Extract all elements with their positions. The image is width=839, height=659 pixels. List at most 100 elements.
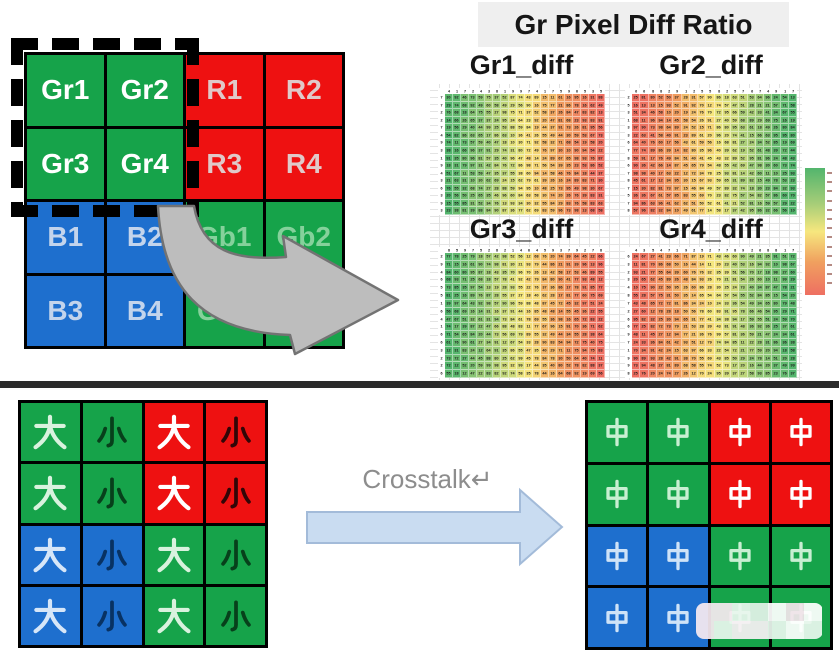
heatmap-col-header: 7	[714, 247, 723, 253]
heatmap-cell: 15	[632, 184, 641, 193]
heatmap-cell: 84	[541, 276, 549, 285]
heatmap-cell: 52	[747, 292, 756, 300]
heatmap-cell: 71	[589, 323, 597, 332]
heatmap-cell: 97	[549, 146, 557, 155]
heatmap-cell: 11	[565, 346, 573, 355]
crosstalk-label: Crosstalk↵	[362, 463, 493, 494]
heatmap-cell: 66	[453, 116, 461, 125]
char-zhong-icon	[602, 541, 632, 571]
sensor-cell-label: Gr1	[41, 74, 90, 106]
sensor-cell-label: R2	[285, 74, 322, 106]
heatmap-cell: 79	[698, 162, 707, 170]
heatmap-cell: 10	[509, 139, 517, 147]
heatmap-cell: 90	[541, 338, 549, 347]
heatmap-cell: 91	[731, 323, 740, 332]
heatmap-col-header: 7	[788, 88, 797, 94]
heatmap-cell: 11	[772, 276, 781, 285]
heatmap-cell: 30	[517, 139, 525, 147]
heatmap-cell: 45	[648, 331, 657, 339]
colorbar-legend	[805, 168, 825, 295]
heatmap-cell: 90	[461, 338, 469, 347]
heatmap-cell: 83	[541, 207, 549, 215]
heatmap-cell: 71	[517, 109, 525, 117]
heatmap-cell: 88	[501, 323, 509, 332]
heatmap-cell: 15	[557, 323, 565, 332]
heatmap-cell: 73	[501, 315, 509, 324]
heatmap-cell: 79	[533, 260, 541, 269]
heatmap-cell: 26	[681, 370, 690, 378]
heatmap-cell: 33	[525, 338, 533, 347]
heatmap-cell: 96	[581, 260, 589, 269]
heatmap-cell: 44	[541, 370, 549, 378]
heatmap-cell: 37	[673, 94, 682, 102]
heatmap-cell: 74	[485, 260, 493, 269]
heatmap-cell: 37	[501, 307, 509, 316]
heatmap-cell: 61	[557, 94, 565, 102]
heatmap-cell: 64	[485, 346, 493, 355]
heatmap-cell: 71	[557, 346, 565, 355]
heatmap-cell: 55	[541, 199, 549, 208]
heatmap-cell: 66	[755, 131, 764, 140]
colorbar-tick	[827, 282, 832, 285]
heatmap-cell: 56	[673, 139, 682, 147]
heatmap-cell: 96	[714, 131, 723, 140]
heatmap-cell: 20	[557, 192, 565, 200]
heatmap-cell: 61	[469, 338, 477, 347]
char-xiao-icon	[219, 476, 253, 510]
heatmap-cell: 90	[640, 124, 649, 132]
heatmap-cell: 10	[673, 207, 682, 215]
heatmap-cell: 77	[573, 276, 581, 285]
heatmap-cell: 41	[665, 199, 674, 208]
heatmap-cell: 35	[493, 154, 501, 163]
heatmap-cell: 12	[648, 307, 657, 316]
heatmap-cell: 18	[485, 268, 493, 277]
heatmap-cell: 60	[755, 169, 764, 178]
heatmap-cell: 16	[755, 199, 764, 208]
heatmap-cell: 68	[461, 101, 469, 110]
heatmap-cell: 59	[764, 199, 773, 208]
heatmap-cell: 96	[764, 154, 773, 163]
heatmap-cell: 73	[739, 284, 748, 293]
heatmap-cell: 65	[764, 299, 773, 308]
heatmap-cell: 78	[533, 354, 541, 363]
pixel-cell	[649, 403, 708, 462]
heatmap-cell: 76	[573, 192, 581, 200]
heatmap-cell: 58	[549, 169, 557, 178]
heatmap-row-header: 8	[625, 207, 632, 215]
heatmap-cell: 96	[549, 323, 557, 332]
heatmap-cell: 30	[541, 192, 549, 200]
heatmap-cell: 90	[501, 299, 509, 308]
heatmap-cell: 14	[706, 207, 715, 215]
heatmap-cell: 78	[573, 362, 581, 371]
heatmap-cell: 80	[780, 124, 789, 132]
heatmap-cell: 55	[485, 109, 493, 117]
heatmap-row-header: 7	[625, 199, 632, 208]
heatmap-cell: 63	[739, 124, 748, 132]
heatmap-cell: 57	[698, 94, 707, 102]
heatmap-cell: 48	[640, 299, 649, 308]
pixel-cell	[21, 464, 80, 523]
heatmap-cell: 23	[714, 192, 723, 200]
heatmap-cell: 20	[648, 370, 657, 378]
heatmap-cell: 83	[589, 192, 597, 200]
heatmap-cell: 83	[589, 315, 597, 324]
heatmap-cell: 36	[747, 323, 756, 332]
heatmap-cell: 62	[509, 354, 517, 363]
heatmap-cell: 40	[541, 346, 549, 355]
sensor-cell-label: Gr3	[41, 147, 90, 179]
heatmap-cell: 93	[525, 260, 533, 269]
heatmap-cell: 16	[714, 139, 723, 147]
heatmap-cell: 78	[573, 284, 581, 293]
heatmap-cell: 86	[698, 284, 707, 293]
heatmap-cell: 41	[565, 276, 573, 285]
heatmap-cell: 12	[461, 370, 469, 378]
heatmap-cell: 77	[549, 101, 557, 110]
heatmap-cell: 76	[493, 199, 501, 208]
heatmap-cell: 65	[469, 116, 477, 125]
heatmap-cell: 26	[533, 268, 541, 277]
heatmap-row-header: 6	[625, 162, 632, 170]
heatmap-cell: 87	[509, 94, 517, 102]
heatmap-cell: 27	[632, 307, 641, 316]
heatmap-cell: 36	[731, 299, 740, 308]
watermark-mosaic-patch	[696, 603, 823, 639]
